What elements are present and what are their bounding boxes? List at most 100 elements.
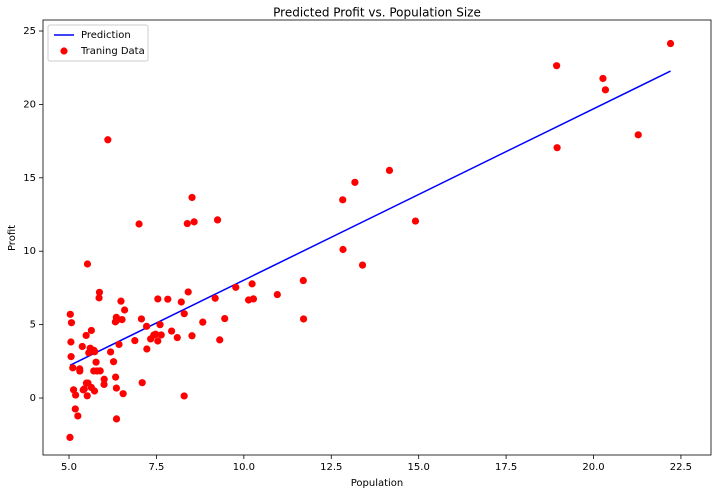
data-point: [90, 367, 98, 375]
data-point: [131, 337, 139, 345]
data-point: [599, 74, 607, 83]
data-point: [164, 295, 172, 303]
y-tick-label: 20: [23, 99, 36, 110]
data-point: [143, 345, 151, 353]
data-point: [112, 373, 120, 381]
y-tick-label: 5: [30, 320, 36, 331]
y-tick-label: 25: [23, 26, 36, 37]
legend-marker: [60, 47, 68, 55]
data-point: [180, 310, 188, 318]
x-tick-label: 15.0: [408, 462, 430, 473]
data-point: [553, 144, 561, 152]
x-axis-label: Population: [351, 478, 404, 489]
data-point: [157, 331, 165, 339]
data-point: [190, 218, 198, 226]
data-point: [154, 295, 162, 303]
data-point: [666, 39, 675, 48]
data-point: [154, 337, 162, 345]
x-tick-label: 5.0: [61, 462, 77, 473]
data-point: [385, 166, 394, 175]
data-point: [92, 358, 100, 366]
x-tick-label: 12.5: [320, 462, 342, 473]
data-point: [339, 245, 347, 254]
data-point: [221, 314, 229, 323]
data-point: [119, 390, 127, 398]
data-point: [211, 294, 219, 302]
data-point: [232, 283, 240, 291]
data-point: [167, 327, 176, 335]
data-point: [138, 379, 146, 387]
y-tick-label: 0: [30, 393, 36, 404]
data-point: [135, 220, 143, 228]
data-point: [100, 380, 108, 389]
data-point: [74, 412, 82, 420]
data-point: [118, 315, 126, 324]
data-point: [411, 217, 420, 225]
data-point: [72, 391, 80, 399]
data-point: [67, 338, 75, 346]
data-point: [76, 365, 84, 373]
data-point: [184, 288, 192, 296]
x-tick-label: 22.5: [670, 462, 692, 473]
data-point: [183, 219, 191, 228]
x-tick-label: 10.0: [233, 462, 255, 473]
data-point: [83, 392, 91, 400]
data-point: [249, 295, 258, 303]
data-point: [299, 276, 307, 285]
data-point: [180, 392, 188, 400]
data-point: [601, 86, 610, 94]
data-point: [80, 385, 88, 393]
legend-label: Traning Data: [80, 46, 145, 57]
data-point: [106, 348, 115, 356]
data-point: [109, 358, 118, 366]
data-point: [86, 344, 94, 352]
data-point: [216, 336, 224, 344]
data-point: [273, 290, 281, 299]
data-point: [177, 298, 185, 306]
data-point: [90, 387, 99, 395]
data-point: [120, 306, 129, 314]
x-tick-label: 17.5: [495, 462, 517, 473]
data-point: [358, 261, 367, 269]
data-point: [66, 433, 74, 441]
data-point: [71, 405, 79, 413]
x-tick-label: 20.0: [582, 462, 604, 473]
data-point: [188, 193, 196, 202]
data-point: [248, 280, 256, 288]
plot-frame: [42, 19, 712, 456]
data-point: [142, 322, 151, 330]
data-point: [173, 334, 181, 342]
y-tick-label: 15: [23, 173, 36, 184]
data-point: [112, 313, 120, 321]
data-point: [82, 331, 90, 340]
data-point: [82, 379, 91, 387]
data-point: [95, 288, 104, 296]
data-point: [100, 375, 108, 383]
legend-label: Prediction: [81, 30, 131, 41]
data-point: [213, 216, 222, 224]
data-point: [117, 297, 125, 305]
data-point: [156, 321, 164, 329]
x-tick-label: 7.5: [148, 462, 164, 473]
data-point: [67, 319, 76, 327]
chart-title: Predicted Profit vs. Population Size: [273, 6, 481, 20]
data-point: [188, 332, 196, 340]
data-point: [67, 353, 75, 361]
data-point: [112, 415, 121, 423]
data-point: [83, 260, 92, 268]
data-point: [553, 62, 561, 70]
data-point: [137, 315, 146, 323]
prediction-line: [69, 70, 671, 366]
data-point: [66, 310, 74, 318]
data-point: [104, 136, 112, 144]
data-point: [339, 196, 347, 204]
data-point: [351, 178, 359, 186]
data-point: [87, 326, 95, 335]
y-tick-label: 10: [23, 246, 36, 257]
data-point: [299, 315, 308, 323]
data-point: [78, 342, 86, 351]
data-point: [95, 294, 103, 302]
legend-box: [47, 24, 149, 62]
data-point: [199, 318, 207, 326]
